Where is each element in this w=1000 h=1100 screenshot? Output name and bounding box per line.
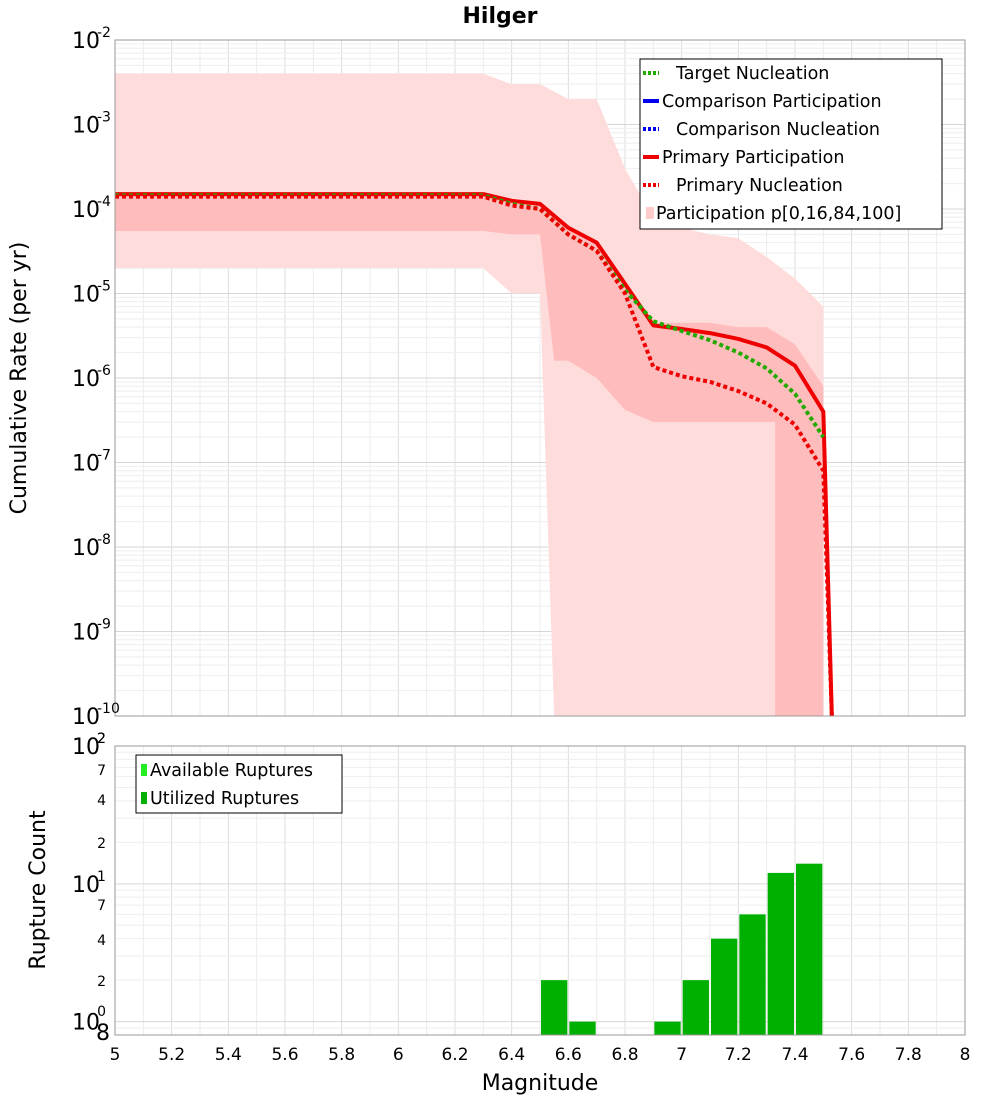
tick-exponent: -2 bbox=[97, 25, 111, 41]
bottom-y-tick-label: 4 bbox=[97, 793, 106, 809]
tick-base: 10 bbox=[72, 283, 100, 308]
x-tick-label: 6.6 bbox=[555, 1045, 582, 1065]
x-tick-label: 5 bbox=[110, 1045, 121, 1065]
tick-base: 10 bbox=[72, 367, 100, 392]
tick-base: 10 bbox=[72, 536, 100, 561]
legend-label: Comparison Participation bbox=[662, 92, 882, 112]
tick-exponent: -5 bbox=[97, 279, 111, 295]
legend-item: Comparison Nucleation bbox=[643, 120, 880, 140]
legend-item: Primary Participation bbox=[643, 148, 844, 168]
x-tick-label: 8 bbox=[960, 1045, 971, 1065]
top-legend: Target Nucleation Comparison Participatio… bbox=[640, 59, 942, 229]
legend-swatch bbox=[141, 764, 147, 776]
bottom-y-tick-label: 4 bbox=[97, 933, 106, 949]
legend-swatch bbox=[646, 207, 654, 219]
bar bbox=[711, 939, 737, 1035]
legend-label: Target Nucleation bbox=[675, 64, 829, 84]
legend-item: Participation p[0,16,84,100] bbox=[646, 204, 901, 224]
x-tick-label: 6.8 bbox=[611, 1045, 638, 1065]
x-tick-label: 5.4 bbox=[215, 1045, 242, 1065]
legend-swatch bbox=[141, 792, 147, 804]
tick-exponent: -10 bbox=[97, 701, 120, 717]
legend-label: Utilized Ruptures bbox=[150, 789, 299, 809]
bottom-y-tick-label: 8 bbox=[96, 1021, 110, 1046]
legend-label: Primary Participation bbox=[662, 148, 844, 168]
x-tick-label: 7.6 bbox=[838, 1045, 865, 1065]
x-tick-label: 6 bbox=[393, 1045, 404, 1065]
x-tick-label: 7.4 bbox=[781, 1045, 808, 1065]
bar bbox=[796, 864, 822, 1035]
bottom-y-tick-label: 7 bbox=[97, 898, 106, 914]
tick-base: 10 bbox=[72, 621, 100, 646]
legend-label: Participation p[0,16,84,100] bbox=[656, 204, 901, 224]
tick-base: 10 bbox=[72, 873, 100, 898]
bar bbox=[569, 1022, 595, 1035]
x-tick-label: 7 bbox=[676, 1045, 687, 1065]
bar bbox=[541, 980, 567, 1035]
bar bbox=[768, 873, 794, 1035]
bottom-legend: Available Ruptures Utilized Ruptures bbox=[136, 755, 342, 813]
legend-label: Comparison Nucleation bbox=[676, 120, 880, 140]
bottom-y-axis-label: Rupture Count bbox=[26, 810, 51, 970]
x-axis-label: Magnitude bbox=[482, 1071, 599, 1096]
tick-base: 10 bbox=[72, 735, 100, 760]
x-tick-label: 5.2 bbox=[158, 1045, 185, 1065]
x-tick-label: 7.8 bbox=[895, 1045, 922, 1065]
top-y-axis-label: Cumulative Rate (per yr) bbox=[7, 242, 32, 515]
x-tick-label: 6.4 bbox=[498, 1045, 525, 1065]
tick-exponent: 1 bbox=[97, 869, 106, 885]
bar bbox=[739, 914, 765, 1035]
bar bbox=[683, 980, 709, 1035]
x-tick-label: 5.6 bbox=[271, 1045, 298, 1065]
x-tick-label: 7.2 bbox=[725, 1045, 752, 1065]
chart-canvas: Hilger 10-210-310-410-510-610-710-810-91… bbox=[0, 0, 1000, 1100]
legend-label: Available Ruptures bbox=[150, 761, 313, 781]
tick-exponent: -7 bbox=[97, 448, 111, 464]
legend-label: Primary Nucleation bbox=[676, 176, 843, 196]
bottom-y-tick-label: 0 bbox=[97, 1004, 106, 1020]
tick-exponent: -8 bbox=[97, 532, 111, 548]
tick-base: 10 bbox=[72, 29, 100, 54]
x-tick-label: 6.2 bbox=[441, 1045, 468, 1065]
chart-title: Hilger bbox=[462, 4, 537, 29]
x-tick-label: 5.8 bbox=[328, 1045, 355, 1065]
legend-item: Comparison Participation bbox=[643, 92, 882, 112]
bar bbox=[654, 1022, 680, 1035]
bottom-y-tick-label: 7 bbox=[97, 763, 106, 779]
tick-exponent: -9 bbox=[97, 617, 111, 633]
bottom-y-tick-label: 2 bbox=[97, 836, 106, 852]
tick-base: 10 bbox=[72, 705, 100, 730]
tick-exponent: -6 bbox=[97, 363, 111, 379]
tick-base: 10 bbox=[72, 198, 100, 223]
bottom-y-tick-label: 2 bbox=[97, 974, 106, 990]
legend-item: Utilized Ruptures bbox=[141, 789, 299, 809]
tick-base: 10 bbox=[72, 114, 100, 139]
bottom-y-tick-label: 2 bbox=[97, 731, 106, 747]
tick-base: 10 bbox=[72, 452, 100, 477]
tick-exponent: -4 bbox=[97, 194, 111, 210]
legend-item: Available Ruptures bbox=[141, 761, 313, 781]
tick-exponent: -3 bbox=[97, 110, 111, 126]
